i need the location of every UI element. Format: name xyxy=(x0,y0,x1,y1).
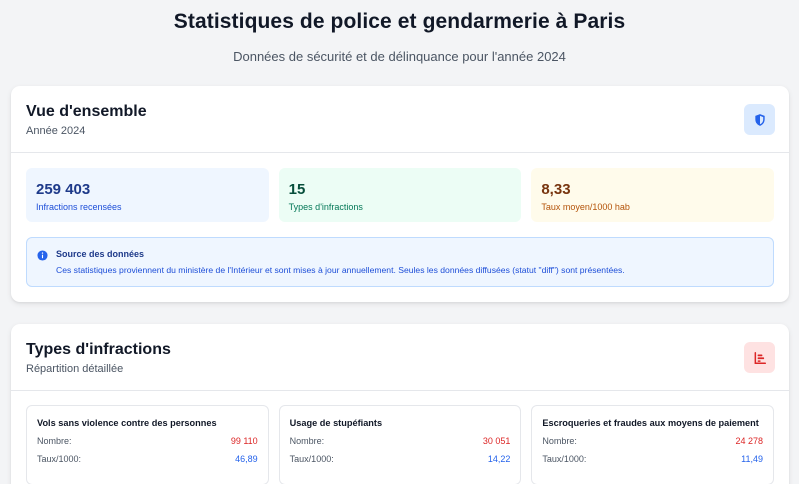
taux-value: 14,22 xyxy=(487,454,511,464)
type-nombre-row: Nombre: 24 278 xyxy=(542,436,763,446)
type-nombre-row: Nombre: 99 110 xyxy=(37,436,258,446)
type-card: Escroqueries et fraudes aux moyens de pa… xyxy=(531,405,775,484)
notice-title: Source des données xyxy=(56,249,145,259)
stat-card-types: 15 Types d'infractions xyxy=(278,168,522,222)
taux-value: 46,89 xyxy=(235,454,258,464)
notice-body: Source des données Ces statistiques prov… xyxy=(56,249,625,286)
nombre-value: 99 110 xyxy=(230,436,258,446)
nombre-label: Nombre: xyxy=(542,436,577,446)
page-subtitle: Données de sécurité et de délinquance po… xyxy=(233,49,566,64)
type-card: Vols sans violence contre des personnes … xyxy=(26,405,269,484)
nombre-value: 24 278 xyxy=(735,436,764,446)
shield-icon xyxy=(744,104,775,135)
nombre-value: 30 051 xyxy=(482,436,511,446)
overview-subtitle: Année 2024 xyxy=(26,125,86,137)
type-taux-row: Taux/1000: 14,22 xyxy=(290,454,511,464)
types-title: Types d'infractions xyxy=(26,341,171,358)
types-header: Types d'infractions Répartition détaillé… xyxy=(11,324,789,391)
stat-card-infractions: 259 403 Infractions recensées xyxy=(26,168,269,222)
notice-text: Ces statistiques proviennent du ministèr… xyxy=(56,265,625,275)
type-taux-row: Taux/1000: 11,49 xyxy=(542,454,763,464)
types-grid: Vols sans violence contre des personnes … xyxy=(26,405,775,484)
type-name: Escroqueries et fraudes aux moyens de pa… xyxy=(542,418,759,428)
overview-stats: 259 403 Infractions recensées 15 Types d… xyxy=(26,168,775,222)
type-name: Vols sans violence contre des personnes xyxy=(37,418,217,428)
page-header: Statistiques de police et gendarmerie à … xyxy=(0,0,799,86)
type-name: Usage de stupéfiants xyxy=(289,418,383,428)
type-taux-row: Taux/1000: 46,89 xyxy=(37,454,258,464)
stat-label: Taux moyen/1000 hab xyxy=(541,202,630,212)
taux-label: Taux/1000: xyxy=(289,454,334,464)
stat-value: 259 403 xyxy=(36,181,91,198)
taux-label: Taux/1000: xyxy=(37,454,82,464)
page-title: Statistiques de police et gendarmerie à … xyxy=(173,10,626,33)
nombre-label: Nombre: xyxy=(37,436,72,446)
taux-value: 11,49 xyxy=(741,454,764,464)
stat-value: 8,33 xyxy=(541,181,571,198)
data-source-notice: Source des données Ces statistiques prov… xyxy=(26,237,774,287)
types-card: Types d'infractions Répartition détaillé… xyxy=(11,324,789,484)
type-nombre-row: Nombre: 30 051 xyxy=(290,436,511,446)
stat-label: Infractions recensées xyxy=(36,202,122,212)
types-subtitle: Répartition détaillée xyxy=(26,363,124,375)
stat-value: 15 xyxy=(288,181,306,198)
nombre-label: Nombre: xyxy=(289,436,325,446)
stat-card-taux: 8,33 Taux moyen/1000 hab xyxy=(531,168,775,222)
type-card: Usage de stupéfiants Nombre: 30 051 Taux… xyxy=(278,405,522,484)
overview-card: Vue d'ensemble Année 2024 259 403 Infrac… xyxy=(11,86,789,302)
stat-label: Types d'infractions xyxy=(288,202,363,212)
taux-label: Taux/1000: xyxy=(542,454,587,464)
overview-header: Vue d'ensemble Année 2024 xyxy=(11,86,789,153)
overview-title: Vue d'ensemble xyxy=(26,103,147,120)
info-icon xyxy=(37,250,48,261)
bar-chart-icon xyxy=(744,342,775,373)
